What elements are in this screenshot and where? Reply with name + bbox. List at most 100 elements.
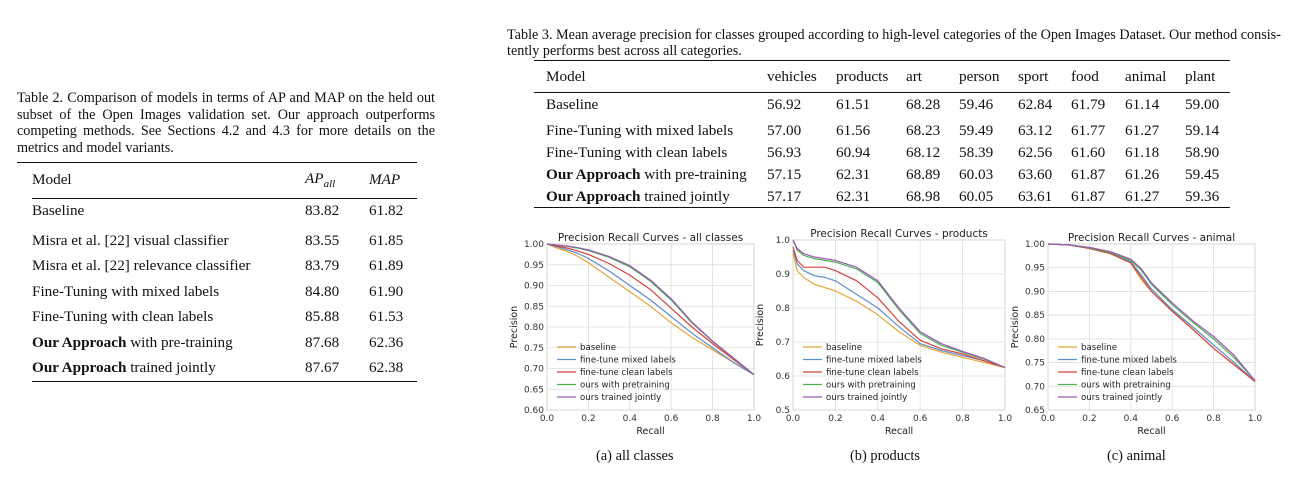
table3: Model vehicles products art person sport food a… <box>546 64 1225 208</box>
series-line-fine-tune-clean-labels <box>792 246 1006 369</box>
table3-row: Our Approach with pre-training 57.15 62.31… <box>546 164 1225 186</box>
x-axis-label: Recall <box>1137 426 1165 437</box>
table3-header-animal: animal <box>1125 68 1167 85</box>
table2-header-model: Model <box>32 171 72 188</box>
legend-label: fine-tune mixed labels <box>580 356 676 366</box>
series-line-fine-tune-mixed-labels <box>792 250 1006 369</box>
table3-model-cell: Fine-Tuning with mixed labels <box>546 120 767 142</box>
x-tick-label: 1.0 <box>1248 414 1263 424</box>
y-tick-label: 1.00 <box>524 240 544 250</box>
series-line-ours-trained-jointly <box>546 243 755 376</box>
y-tick-label: 0.75 <box>1025 359 1045 369</box>
x-tick-label: 0.6 <box>664 414 679 424</box>
table3-value-cell: 61.79 <box>1071 96 1106 113</box>
table3-value-cell: 61.51 <box>836 96 871 113</box>
table2-model-text: Misra et al. [22] visual classifier <box>32 231 229 249</box>
legend-label: fine-tune mixed labels <box>1081 356 1177 366</box>
table3-header-sport: sport <box>1018 68 1049 85</box>
table3-value-cell: 61.60 <box>1071 144 1106 161</box>
subcaption-animal: (c) animal <box>1107 448 1166 464</box>
table3-value-cell: 60.03 <box>959 166 994 183</box>
y-tick-label: 0.70 <box>1025 382 1045 392</box>
table3-value-cell: 60.94 <box>836 144 871 161</box>
legend-label: ours with pretraining <box>826 381 916 391</box>
table3-header-row: Model vehicles products art person sport food a… <box>546 64 1225 90</box>
table3-header-person: person <box>959 68 1000 85</box>
y-tick-label: 1.0 <box>776 236 791 246</box>
table2-map-cell: 61.82 <box>369 202 404 219</box>
table3-value-cell: 59.46 <box>959 96 994 113</box>
table3-value-cell: 59.45 <box>1185 166 1220 183</box>
table3-value-cell: 62.84 <box>1018 96 1053 113</box>
table3-value-cell: 63.61 <box>1018 188 1053 205</box>
table2-ap-cell: 87.67 <box>305 359 340 377</box>
y-tick-label: 0.95 <box>524 261 544 271</box>
table2-model-cell: Baseline <box>32 194 305 228</box>
table2-top-rule <box>17 162 417 163</box>
table3-value-cell: 63.60 <box>1018 166 1053 183</box>
series-line-fine-tune-mixed-labels <box>546 243 755 376</box>
table3-row: Fine-Tuning with clean labels 56.93 60.94 6… <box>546 142 1225 164</box>
table3-value-cell: 68.12 <box>906 144 941 161</box>
table3-value-cell: 61.26 <box>1125 166 1160 183</box>
table3-model-text: with pre-training <box>640 166 747 183</box>
subcaption-all-classes: (a) all classes <box>596 448 674 464</box>
table3-value-cell: 62.31 <box>836 188 871 205</box>
table2: Model APall MAP Baseline 83.82 61.82 Misra … <box>32 166 403 381</box>
table2-model-cell: Fine-Tuning with mixed labels <box>32 279 305 305</box>
y-tick-label: 0.60 <box>524 406 544 416</box>
x-tick-label: 0.8 <box>1206 414 1221 424</box>
table3-row: Our Approach trained jointly 57.17 62.31 68… <box>546 186 1225 208</box>
table3-value-cell: 61.87 <box>1071 188 1106 205</box>
table2-header-row: Model APall MAP <box>32 166 403 194</box>
series-line-baseline <box>792 253 1006 369</box>
table3-header-vehicles: vehicles <box>767 68 817 85</box>
table3-value-cell: 68.89 <box>906 166 941 183</box>
chart-title: Precision Recall Curves - products <box>810 228 988 240</box>
x-tick-label: 0.4 <box>1124 414 1139 424</box>
table3-value-cell: 57.17 <box>767 188 802 205</box>
y-tick-label: 0.80 <box>524 323 544 333</box>
table3-value-cell: 62.56 <box>1018 144 1053 161</box>
y-tick-label: 0.6 <box>776 372 791 382</box>
table3-value-cell: 59.49 <box>959 122 994 139</box>
table3-value-cell: 59.14 <box>1185 122 1220 139</box>
y-tick-label: 0.65 <box>1025 406 1045 416</box>
table3-header-model: Model <box>546 68 586 85</box>
table2-model-text: Fine-Tuning with mixed labels <box>32 282 220 300</box>
table2-row: Our Approach with pre-training 87.68 62.36 <box>32 330 403 356</box>
y-axis-label: Precision <box>1010 306 1021 348</box>
table3-bottom-rule <box>534 207 1230 208</box>
table2-row: Misra et al. [22] visual classifier 83.55… <box>32 228 403 254</box>
legend-label: fine-tune clean labels <box>580 368 673 378</box>
table3-header-plant: plant <box>1185 68 1216 85</box>
y-tick-label: 0.85 <box>1025 311 1045 321</box>
table3-value-cell: 60.05 <box>959 188 994 205</box>
x-tick-label: 1.0 <box>747 414 762 424</box>
x-tick-label: 0.2 <box>828 414 842 424</box>
table3-model-cell: Fine-Tuning with clean labels <box>546 142 767 164</box>
y-tick-label: 0.8 <box>776 304 791 314</box>
table3-model-cell: Baseline <box>546 90 767 120</box>
table2-mid-rule <box>32 198 417 199</box>
x-tick-label: 0.8 <box>955 414 970 424</box>
series-line-ours-trained-jointly <box>792 239 1006 369</box>
x-tick-label: 0.6 <box>913 414 928 424</box>
x-tick-label: 0.2 <box>1082 414 1096 424</box>
table3-value-cell: 62.31 <box>836 166 871 183</box>
table3-model-text: Fine-Tuning with mixed labels <box>546 122 734 139</box>
table2-map-cell: 61.53 <box>369 308 404 326</box>
y-tick-label: 0.85 <box>524 302 544 312</box>
y-tick-label: 0.90 <box>1025 287 1045 297</box>
table2-map-cell: 62.36 <box>369 333 404 351</box>
table3-value-cell: 61.27 <box>1125 122 1160 139</box>
table2-map-cell: 62.38 <box>369 359 404 377</box>
x-tick-label: 0.0 <box>1041 414 1056 424</box>
legend-label: ours with pretraining <box>1081 381 1171 391</box>
y-tick-label: 0.7 <box>776 338 790 348</box>
table2-row: Fine-Tuning with clean labels 85.88 61.53 <box>32 305 403 331</box>
table2-ap-cell: 85.88 <box>305 308 340 326</box>
table2-model-text: Fine-Tuning with clean labels <box>32 308 214 326</box>
table2-row: Baseline 83.82 61.82 <box>32 194 403 228</box>
table2-row: Our Approach trained jointly 87.67 62.38 <box>32 356 403 382</box>
